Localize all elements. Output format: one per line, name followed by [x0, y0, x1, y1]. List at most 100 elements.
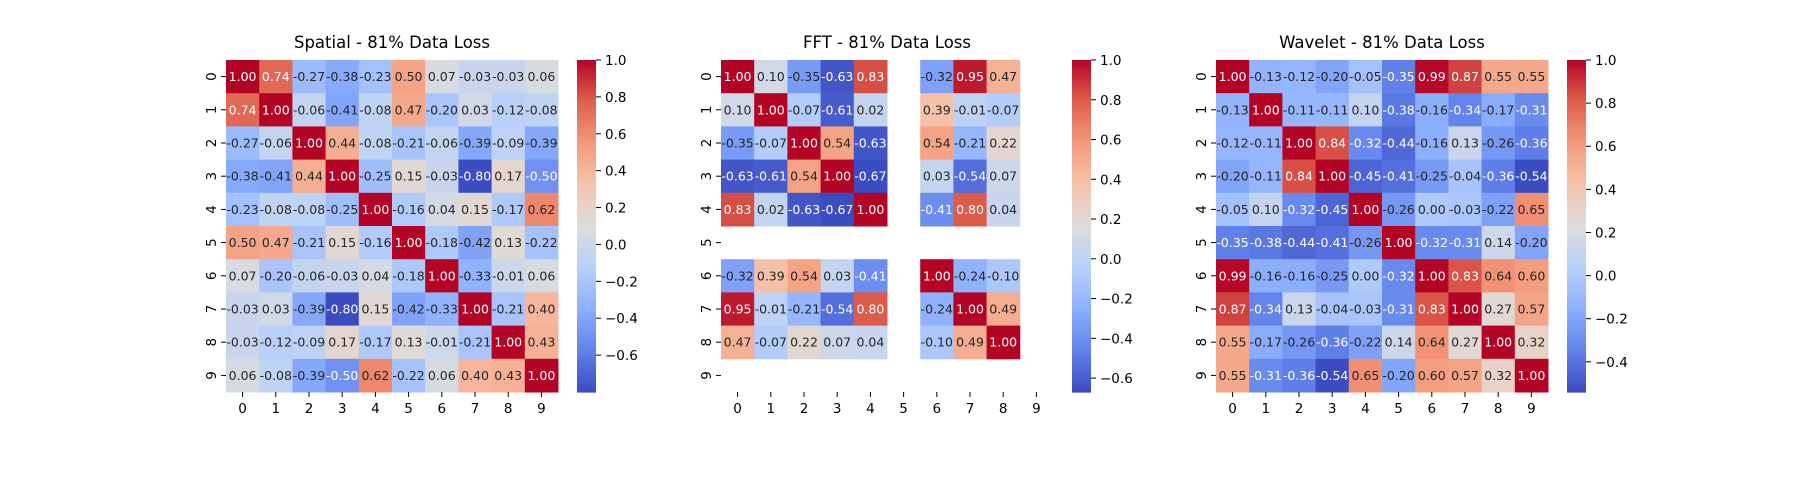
- heatmap-cell: [392, 358, 426, 393]
- heatmap-cell-label: 0.04: [856, 335, 884, 350]
- y-tick-label: 0: [1194, 72, 1210, 81]
- heatmap-cell: [1348, 93, 1383, 127]
- colorbar-segment: [1567, 62, 1586, 67]
- colorbar-segment: [1072, 256, 1091, 260]
- colorbar-segment: [577, 375, 596, 379]
- heatmap-cell: [1249, 60, 1283, 94]
- heatmap-cell: [325, 292, 360, 327]
- heatmap-cell-label: -0.31: [1382, 302, 1414, 317]
- heatmap-cell-label: -0.67: [821, 202, 853, 217]
- colorbar-tick-label: 0.2: [1100, 212, 1121, 228]
- heatmap-cell-label: -0.54: [954, 169, 986, 184]
- colorbar-segment: [1567, 120, 1586, 125]
- heatmap-cell-label: -0.03: [226, 302, 258, 317]
- colorbar-segment: [1072, 342, 1091, 346]
- heatmap-cell-label: -0.41: [854, 268, 886, 283]
- heatmap-cell-label: 0.02: [757, 202, 785, 217]
- colorbar-segment: [1567, 148, 1586, 152]
- colorbar-tick-label: 0.4: [1595, 182, 1616, 198]
- colorbar-tick-label: −0.2: [1595, 312, 1628, 328]
- colorbar-segment: [577, 289, 596, 293]
- colorbar-segment: [1567, 286, 1586, 291]
- heatmap-cell: [425, 325, 459, 360]
- spatial-heatmap-title: Spatial - 81% Data Loss: [294, 33, 490, 52]
- colorbar-segment: [577, 107, 596, 111]
- heatmap-cell: [1348, 292, 1383, 327]
- heatmap-cell-label: 0.55: [1484, 69, 1512, 84]
- heatmap-cell-label: 0.43: [527, 335, 555, 350]
- y-tick-label: 7: [699, 305, 715, 314]
- colorbar-segment: [577, 314, 596, 318]
- colorbar-segment: [577, 325, 596, 329]
- colorbar-segment: [1567, 76, 1586, 80]
- heatmap-cell: [325, 60, 360, 94]
- heatmap-cell: [1415, 126, 1449, 161]
- heatmap-cell: [292, 226, 327, 260]
- wavelet-colorbar: 1.0 0.8 0.6 0.4 0.2 0.0 −0.2 −0.4: [1567, 53, 1628, 393]
- colorbar-segment: [1072, 284, 1091, 288]
- colorbar-segment: [577, 300, 596, 305]
- heatmap-cell: [259, 259, 293, 293]
- colorbar-segment: [577, 226, 596, 230]
- heatmap-cell-label: -0.12: [1216, 136, 1248, 151]
- x-tick-label: 1: [272, 401, 281, 417]
- heatmap-cell-label: 0.99: [1219, 268, 1247, 283]
- heatmap-cell: [1315, 292, 1350, 327]
- heatmap-cell-label: -0.04: [1449, 169, 1481, 184]
- heatmap-cell: [325, 259, 360, 293]
- colorbar-segment: [1567, 190, 1586, 194]
- x-tick-label: 6: [438, 401, 447, 417]
- heatmap-cell-label: -0.18: [392, 268, 424, 283]
- heatmap-cell: [292, 259, 327, 293]
- colorbar-segment: [577, 361, 596, 365]
- heatmap-cell-label: 0.83: [1418, 302, 1446, 317]
- heatmap-cell-label: 0.10: [1252, 202, 1280, 217]
- y-tick-label: 8: [204, 338, 220, 347]
- colorbar-segment: [1567, 95, 1586, 100]
- heatmap-cell-label: 0.22: [790, 335, 818, 350]
- colorbar-segment: [1072, 248, 1091, 252]
- colorbar-segment: [1567, 98, 1586, 103]
- heatmap-cell: [1249, 226, 1283, 260]
- heatmap-cell-label: 0.03: [262, 302, 290, 317]
- heatmap-cell: [226, 358, 260, 393]
- colorbar-segment: [577, 237, 596, 241]
- heatmap-cell-label: 0.87: [1451, 69, 1479, 84]
- colorbar-segment: [577, 90, 596, 94]
- colorbar-segment: [577, 198, 596, 202]
- heatmap-cell: [425, 126, 459, 161]
- heatmap-cell: [1481, 60, 1516, 94]
- colorbar-segment: [1567, 261, 1586, 266]
- heatmap-cell-label: 0.74: [262, 69, 290, 84]
- colorbar-segment: [1567, 259, 1586, 263]
- y-tick-label: 7: [204, 305, 220, 314]
- colorbar-segment: [577, 309, 596, 313]
- colorbar-segment: [577, 209, 596, 213]
- colorbar-segment: [1072, 317, 1091, 321]
- colorbar-segment: [1072, 198, 1091, 202]
- heatmap-cell: [259, 126, 293, 161]
- heatmap-cell-label: -0.18: [426, 235, 458, 250]
- fft-y-axis: 0 1 2 3 4 5 6 7 8 9: [699, 72, 721, 380]
- heatmap-cell: [721, 93, 755, 127]
- heatmap-cell-label: -0.54: [821, 302, 853, 317]
- heatmap-cell-label: 0.95: [956, 69, 984, 84]
- colorbar-segment: [577, 311, 596, 316]
- heatmap-cell: [325, 126, 360, 161]
- heatmap-cell-label: 1.00: [1517, 368, 1545, 383]
- heatmap-cell-label: -0.41: [326, 102, 358, 117]
- heatmap-cell: [754, 159, 788, 194]
- y-tick-label: 1: [1194, 106, 1210, 115]
- heatmap-cell: [1415, 159, 1449, 194]
- colorbar-segment: [1072, 339, 1091, 343]
- heatmap-cell-label: -0.31: [1449, 235, 1481, 250]
- colorbar-segment: [1567, 159, 1586, 163]
- heatmap-cell: [425, 159, 459, 194]
- colorbar-segment: [1567, 156, 1586, 161]
- colorbar-segment: [1567, 300, 1586, 305]
- heatmap-cell-label: 0.83: [1451, 268, 1479, 283]
- colorbar-segment: [1072, 154, 1091, 158]
- colorbar-segment: [1567, 187, 1586, 191]
- heatmap-cell-label: 0.60: [1418, 368, 1446, 383]
- heatmap-cell-label: -0.31: [1515, 102, 1547, 117]
